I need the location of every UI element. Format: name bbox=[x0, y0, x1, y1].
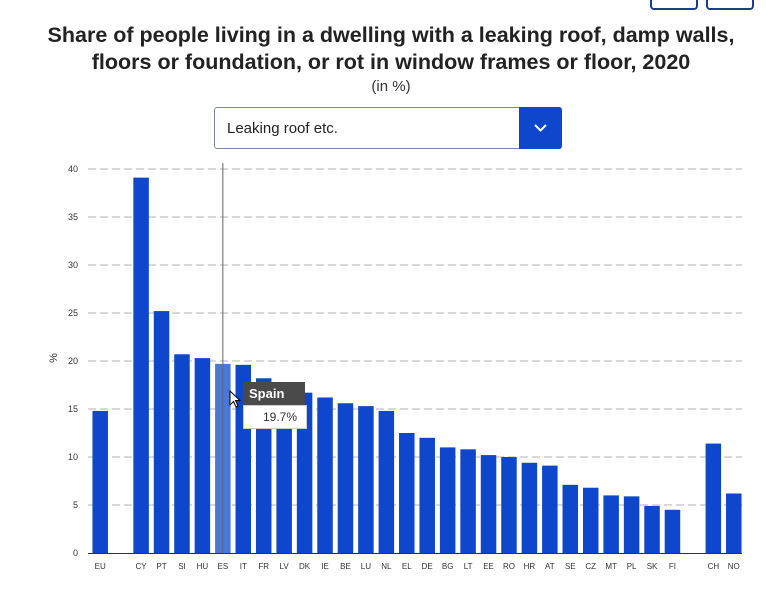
bar-ee bbox=[480, 455, 497, 553]
bar-cy bbox=[133, 177, 149, 553]
x-tick-label: HU bbox=[197, 562, 209, 571]
bar-se bbox=[562, 484, 579, 553]
indicator-select[interactable]: Leaking roof etc. bbox=[214, 107, 562, 149]
bar-fi bbox=[664, 509, 681, 553]
indicator-select-value: Leaking roof etc. bbox=[227, 120, 338, 137]
x-tick-label: EE bbox=[483, 562, 494, 571]
tooltip: Spain 19.7% bbox=[243, 382, 307, 429]
x-tick-label: CY bbox=[136, 562, 148, 571]
x-tick-label: NO bbox=[728, 562, 740, 571]
x-tick-label: FR bbox=[258, 562, 269, 571]
x-tick-label: PL bbox=[627, 562, 637, 571]
bar-lu bbox=[358, 406, 374, 553]
x-tick-label: ES bbox=[218, 562, 229, 571]
x-tick-label: SI bbox=[178, 562, 186, 571]
x-tick-label: SK bbox=[647, 562, 658, 571]
x-tick-label: MT bbox=[605, 562, 617, 571]
bar-pl bbox=[623, 496, 640, 553]
bar-dk bbox=[296, 392, 313, 553]
x-tick-label: PT bbox=[156, 562, 166, 571]
bar-at bbox=[542, 465, 558, 553]
y-tick-label: 5 bbox=[73, 500, 78, 510]
x-tick-label: CZ bbox=[585, 562, 596, 571]
bar-be bbox=[337, 403, 354, 553]
x-tick-label: NL bbox=[381, 562, 392, 571]
bar-eu bbox=[92, 410, 108, 553]
bar-sk bbox=[644, 505, 660, 553]
bar-ro bbox=[501, 457, 517, 553]
bar-el bbox=[399, 433, 415, 553]
bar-ch bbox=[705, 443, 722, 553]
y-tick-label: 0 bbox=[73, 548, 78, 558]
x-tick-label: IT bbox=[240, 562, 247, 571]
x-tick-label: DE bbox=[422, 562, 433, 571]
y-tick-label: 35 bbox=[68, 212, 78, 222]
top-button-left[interactable] bbox=[650, 0, 698, 10]
x-tick-label: CH bbox=[708, 562, 720, 571]
x-tick-label: IE bbox=[321, 562, 329, 571]
x-tick-label: BE bbox=[340, 562, 351, 571]
x-tick-label: BG bbox=[442, 562, 454, 571]
bar-hu bbox=[194, 358, 211, 553]
bar-cz bbox=[582, 487, 599, 553]
x-tick-label: LU bbox=[361, 562, 371, 571]
x-tick-label: RO bbox=[503, 562, 515, 571]
chart-title-line-1: Share of people living in a dwelling wit… bbox=[47, 23, 735, 47]
bar-lt bbox=[460, 449, 476, 553]
chevron-down-icon bbox=[534, 124, 547, 132]
x-tick-label: HR bbox=[524, 562, 536, 571]
x-tick-label: FI bbox=[669, 562, 676, 571]
y-tick-label: 25 bbox=[68, 308, 78, 318]
x-tick-label: EL bbox=[402, 562, 412, 571]
top-button-right[interactable] bbox=[706, 0, 754, 10]
x-tick-label: LV bbox=[280, 562, 290, 571]
x-tick-label: AT bbox=[545, 562, 555, 571]
bar-bg bbox=[439, 447, 456, 553]
chart-title-line-2: floors or foundation, or rot in window f… bbox=[91, 50, 691, 74]
y-tick-label: 30 bbox=[68, 260, 78, 270]
bar-si bbox=[174, 354, 190, 553]
bar-mt bbox=[603, 495, 619, 553]
bar-hr bbox=[521, 462, 538, 553]
y-tick-label: 40 bbox=[68, 164, 78, 174]
bar-pt bbox=[153, 311, 170, 553]
bar-ie bbox=[317, 397, 333, 553]
x-tick-label: SE bbox=[565, 562, 576, 571]
x-tick-label: EU bbox=[95, 562, 106, 571]
chart-subtitle: (in %) bbox=[371, 78, 411, 95]
mouse-cursor-icon bbox=[229, 390, 242, 408]
bar-nl bbox=[378, 410, 395, 553]
y-tick-label: 20 bbox=[68, 356, 78, 366]
x-tick-label: LT bbox=[464, 562, 473, 571]
indicator-select-toggle[interactable] bbox=[519, 107, 562, 149]
bar-no bbox=[726, 493, 742, 553]
bar-de bbox=[419, 437, 435, 553]
tooltip-country: Spain bbox=[243, 382, 305, 405]
chart-title: Share of people living in a dwelling wit… bbox=[0, 22, 766, 76]
tooltip-value: 19.7% bbox=[243, 405, 307, 429]
y-tick-label: 15 bbox=[68, 404, 78, 414]
y-tick-label: 10 bbox=[68, 452, 78, 462]
x-tick-label: DK bbox=[299, 562, 311, 571]
y-axis-label: % bbox=[48, 353, 60, 363]
